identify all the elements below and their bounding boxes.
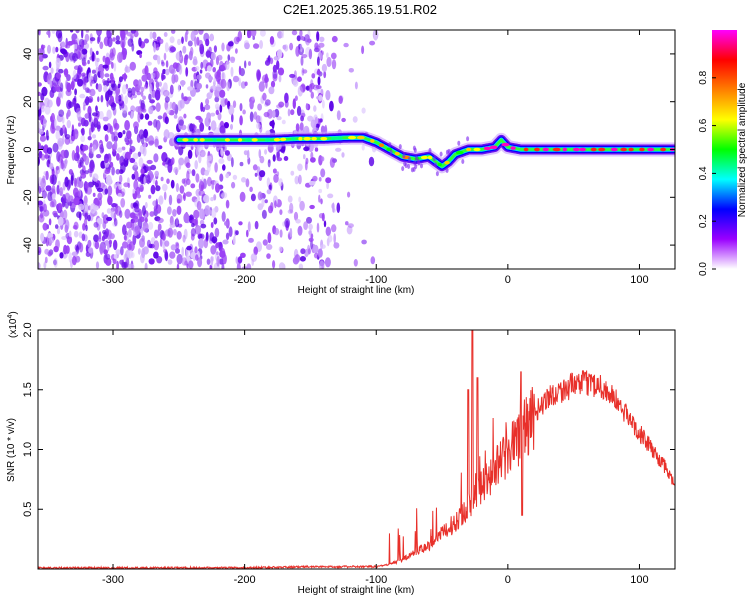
snr-y-tick-label: 2.0 xyxy=(22,322,34,337)
spectrogram-y-tick-label: -40 xyxy=(22,237,34,253)
spectrogram-y-ticks: -40 -20 0 20 40 xyxy=(22,48,675,253)
spectrogram-x-tick-label: 100 xyxy=(630,274,648,286)
spectrogram-x-tick-label: 0 xyxy=(505,274,511,286)
figure-title: C2E1.2025.365.19.51.R02 xyxy=(283,2,437,17)
spectrogram-x-tick-label: -300 xyxy=(102,274,124,286)
snr-multiplier: (x104) xyxy=(7,311,19,338)
svg-text:(x104): (x104) xyxy=(7,311,19,338)
snr-y-tick-label: 0.5 xyxy=(22,502,34,517)
snr-x-tick-label: -200 xyxy=(234,574,256,586)
spectrogram-plot-area xyxy=(38,30,675,269)
spectrogram-y-tick-label: 20 xyxy=(22,96,34,108)
spectrogram-x-label: Height of straight line (km) xyxy=(298,285,415,296)
snr-y-label: SNR (10 * v/v) xyxy=(6,418,17,482)
snr-frame xyxy=(37,329,676,570)
snr-multiplier-close: ) xyxy=(8,311,19,314)
spectrogram-ridge xyxy=(171,130,675,177)
snr-plot-area xyxy=(38,330,675,569)
snr-x-tick-label: -300 xyxy=(102,574,124,586)
colorbar-tick-label: 0.6 xyxy=(698,118,709,132)
spectrogram-noise xyxy=(38,30,379,269)
snr-x-label: Height of straight line (km) xyxy=(298,585,415,596)
colorbar-tick-label: 0.8 xyxy=(698,70,709,84)
snr-multiplier-base: (x10 xyxy=(8,318,19,338)
spectrogram-x-tick-label: -200 xyxy=(234,274,256,286)
snr-x-ticks: -300 -200 -100 0 100 xyxy=(102,330,649,586)
colorbar-tick-label: 0.2 xyxy=(698,214,709,228)
snr-x-tick-label: -100 xyxy=(365,574,387,586)
colorbar-tick-label: 0.4 xyxy=(698,166,709,180)
spectrogram-y-tick-label: -20 xyxy=(22,189,34,205)
spectrogram-x-tick-label: -100 xyxy=(365,274,387,286)
colorbar: 0.0 0.2 0.4 0.6 0.8 Normalized spectral ampl… xyxy=(698,30,748,276)
snr-x-tick-label: 0 xyxy=(505,574,511,586)
spectrogram-y-tick-label: 0 xyxy=(22,146,34,152)
snr-series-line xyxy=(38,330,675,569)
colorbar-ticks: 0.0 0.2 0.4 0.6 0.8 xyxy=(698,70,716,276)
colorbar-tick-label: 0.0 xyxy=(698,262,709,276)
colorbar-label: Normalized spectral amplitude xyxy=(737,82,748,217)
spectrogram-x-ticks: -300 -200 -100 0 100 xyxy=(102,30,649,286)
colorbar-gradient xyxy=(712,30,737,269)
snr-multiplier-exponent: 4 xyxy=(7,315,14,319)
spectrogram-y-tick-label: 40 xyxy=(22,48,34,60)
snr-y-tick-label: 1.0 xyxy=(22,442,34,457)
snr-panel: -300 -200 -100 0 100 0.5 1.0 1.5 2.0 Height of … xyxy=(6,311,676,596)
snr-y-ticks: 0.5 1.0 1.5 2.0 xyxy=(22,322,675,517)
snr-x-tick-label: 100 xyxy=(630,574,648,586)
spectrogram-y-label: Frequency (Hz) xyxy=(6,116,17,185)
snr-y-tick-label: 1.5 xyxy=(22,382,34,397)
